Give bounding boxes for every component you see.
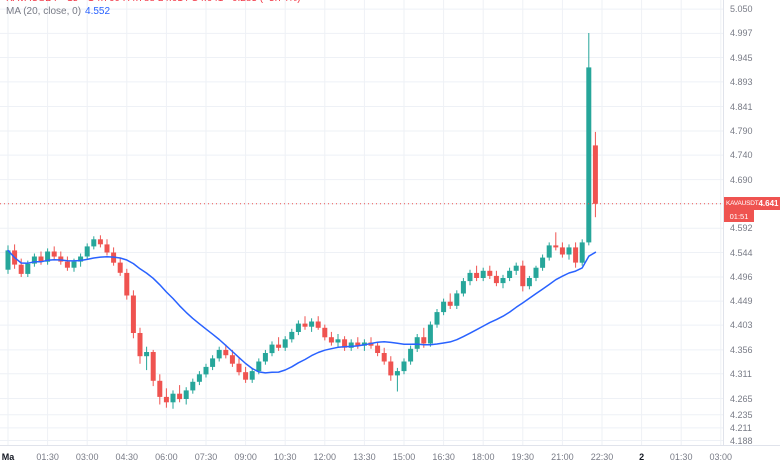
price-tag-price: 4.641 xyxy=(758,199,779,209)
time-axis-label: 22:30 xyxy=(590,452,614,462)
price-axis-label: 4.841 xyxy=(730,101,753,112)
time-axis-label: 06:00 xyxy=(155,452,178,462)
time-axis-label: 01:30 xyxy=(669,452,693,462)
price-axis-label: 4.211 xyxy=(730,422,752,433)
price-axis-label: 4.893 xyxy=(730,76,753,87)
price-axis-label: 4.945 xyxy=(730,52,753,63)
chart-pane[interactable]: KAVAUSDT · 15 · O4.760 H4.788 L4.614 C4.… xyxy=(0,0,723,445)
time-axis-label: 03:00 xyxy=(75,452,99,462)
price-axis-label: 4.592 xyxy=(730,223,753,234)
current-price-tag: KAVAUSDT 4.641 xyxy=(724,197,780,211)
time-axis-label: 13:30 xyxy=(353,452,376,462)
time-axis-label: 16:30 xyxy=(432,452,455,462)
price-axis-label: 4.496 xyxy=(730,272,753,282)
price-axis-label: 4.356 xyxy=(730,344,753,355)
price-tag-symbol: KAVAUSDT xyxy=(726,200,759,208)
time-axis[interactable]: Ma 01:30 03:00 04:30 06:00 07:30 09:00 10:30 12:… xyxy=(0,445,780,470)
price-axis-label: 4.449 xyxy=(730,296,753,307)
time-axis-label: 18:00 xyxy=(471,452,495,462)
time-axis-label: 01:30 xyxy=(36,452,59,462)
time-axis-label: 12:00 xyxy=(313,452,337,462)
price-axis-label: 4.544 xyxy=(730,247,753,258)
time-axis-label: 04:30 xyxy=(115,452,139,462)
time-axis-label: 07:30 xyxy=(194,452,218,462)
time-axis-label: 03:00 xyxy=(709,452,733,462)
time-axis-label: Ma xyxy=(1,452,15,462)
price-axis-label: 4.403 xyxy=(730,320,753,331)
price-axis-label: 4.790 xyxy=(730,125,753,136)
candlestick-chart[interactable] xyxy=(0,0,723,445)
time-axis-label: 2 xyxy=(639,452,645,462)
price-axis-label: 4.235 xyxy=(730,409,753,420)
time-axis-label: 19:30 xyxy=(511,452,535,462)
price-axis[interactable]: 4.188 4.211 4.235 4.265 4.311 4.356 4.403 4.449… xyxy=(723,0,780,445)
time-axis-label: 15:00 xyxy=(392,452,416,462)
time-axis-label: 21:00 xyxy=(551,452,574,462)
price-axis-label: 4.188 xyxy=(730,435,753,446)
price-axis-label: 5.050 xyxy=(730,4,753,15)
countdown-tag: 01:51 xyxy=(724,210,754,223)
price-axis-label: 4.265 xyxy=(730,393,753,404)
price-axis-label: 4.740 xyxy=(730,150,753,161)
time-axis-label: 09:00 xyxy=(234,452,257,462)
time-axis-label: 10:30 xyxy=(273,452,297,462)
price-axis-label: 4.997 xyxy=(730,28,753,39)
price-axis-label: 4.690 xyxy=(730,174,753,185)
price-axis-label: 4.311 xyxy=(730,368,752,379)
